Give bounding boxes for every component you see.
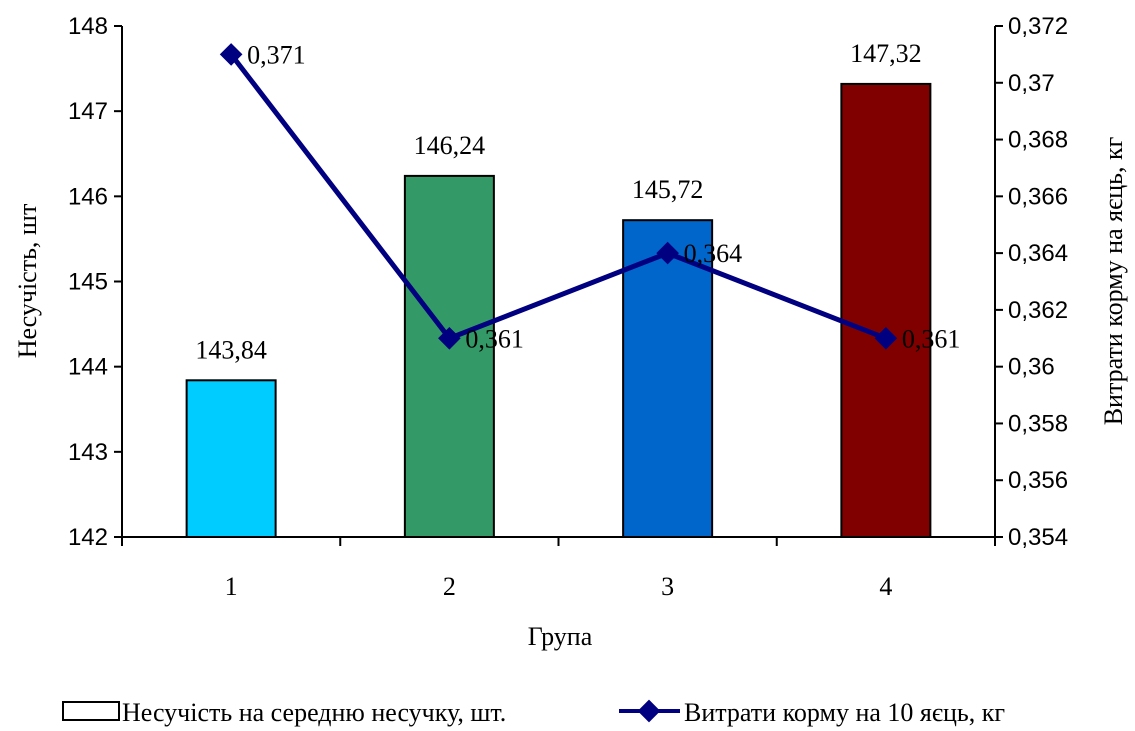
- y-left-tick-label: 143: [68, 439, 108, 466]
- bar: [622, 219, 714, 538]
- y-right-tick-label: 0,372: [1008, 13, 1068, 40]
- bar: [840, 82, 932, 538]
- line-data-label: 0,371: [247, 40, 306, 69]
- bar-series: [185, 82, 932, 538]
- line-data-label: 0,361: [465, 324, 524, 353]
- legend-bar-swatch: [62, 701, 120, 721]
- y-right-tick-label: 0,354: [1008, 524, 1068, 551]
- y-right-tick-label: 0,356: [1008, 467, 1068, 494]
- y-left-tick-label: 145: [68, 269, 108, 296]
- x-tick-label: 2: [443, 572, 456, 601]
- y-left-tick-label: 144: [68, 354, 108, 381]
- line-data-label: 0,364: [684, 239, 743, 268]
- line-data-label: 0,361: [902, 324, 961, 353]
- y-right-tick-label: 0,368: [1008, 127, 1068, 154]
- bar-data-label: 146,24: [414, 131, 486, 160]
- legend-line-label: Витрати корму на 10 яєць, кг: [684, 698, 1005, 727]
- bar-data-label: 147,32: [850, 39, 922, 68]
- legend-line-marker: [637, 699, 661, 723]
- x-tick-label: 3: [661, 572, 674, 601]
- y-left-tick-label: 142: [68, 524, 108, 551]
- y-right-tick-label: 0,362: [1008, 297, 1068, 324]
- y-axis-title-left: Несучість, шт: [13, 204, 42, 359]
- y-axis-title-right: Витрати корму на яєць, кг: [1099, 137, 1128, 426]
- y-right-tick-label: 0,37: [1008, 70, 1055, 97]
- line-point: [874, 326, 898, 350]
- axes: 1421431441451461471480,3540,3560,3580,36…: [68, 13, 1068, 601]
- bar-data-label: 145,72: [632, 175, 704, 204]
- x-axis-title: Група: [528, 622, 593, 651]
- bar: [185, 379, 277, 538]
- line-series: [219, 43, 898, 350]
- data-labels: 143,84 146,24 145,72 147,32 0,371 0,361 0,364 0…: [195, 39, 960, 364]
- y-right-tick-label: 0,364: [1008, 240, 1068, 267]
- bar-data-label: 143,84: [195, 335, 267, 364]
- legend-bar-label: Несучість на середню несучку, шт.: [122, 698, 506, 727]
- line-point: [438, 326, 461, 350]
- y-right-tick-label: 0,36: [1008, 354, 1055, 381]
- x-tick-label: 1: [225, 572, 238, 601]
- y-left-tick-label: 147: [68, 98, 108, 125]
- y-right-tick-label: 0,366: [1008, 183, 1068, 210]
- y-right-tick-label: 0,358: [1008, 410, 1068, 437]
- bar: [403, 174, 495, 538]
- y-left-tick-label: 146: [68, 183, 108, 210]
- y-left-tick-label: 148: [68, 13, 108, 40]
- legend: Несучість на середню несучку, шт. Витрат…: [62, 698, 1005, 727]
- x-tick-label: 4: [879, 572, 892, 601]
- line-path: [229, 52, 887, 341]
